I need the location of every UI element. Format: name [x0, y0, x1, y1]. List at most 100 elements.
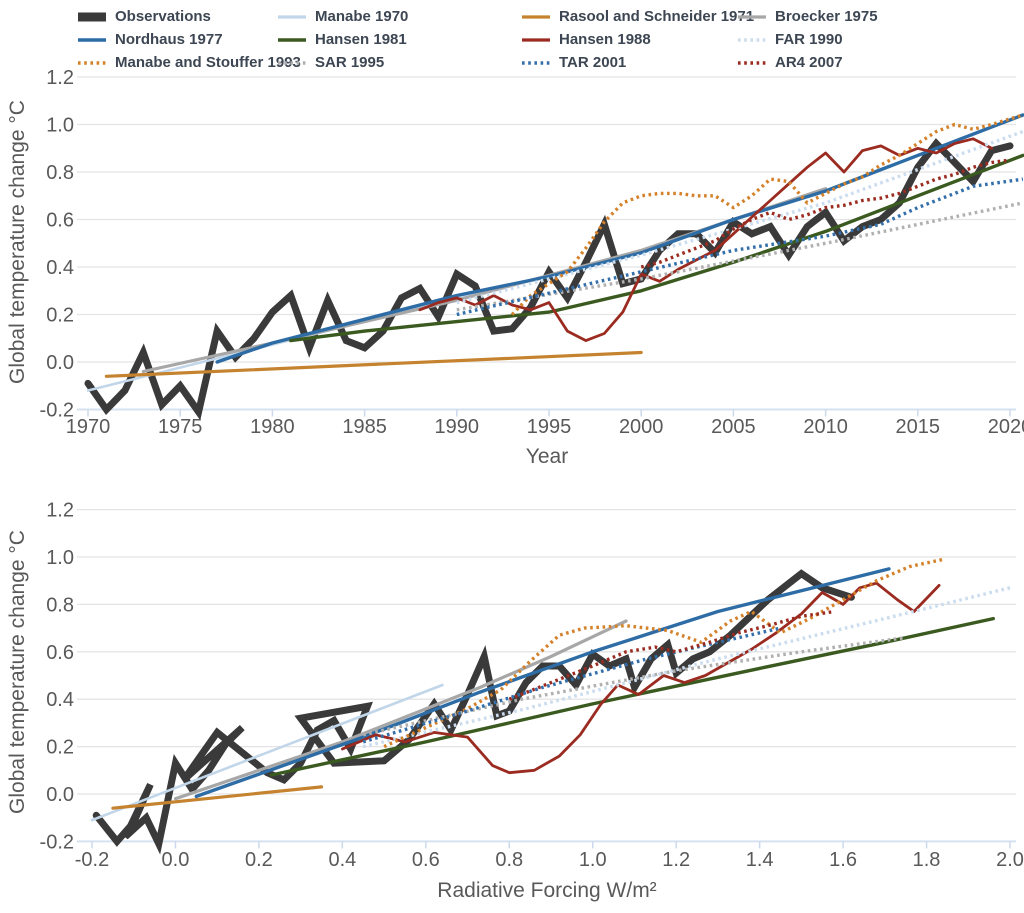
legend-item-nordhaus_1977: Nordhaus 1977: [77, 28, 301, 51]
legend-swatch-tar_2001: [522, 60, 550, 65]
legend-swatch-broecker_1975: [738, 14, 766, 19]
x-tick-label: 2010: [803, 416, 848, 438]
x-tick-label: 2020: [988, 416, 1024, 438]
x-tick-label: 1995: [527, 416, 572, 438]
legend-label: AR4 2007: [775, 54, 843, 71]
x-tick-label: 2000: [619, 416, 664, 438]
legend-item-broecker_1975: Broecker 1975: [737, 5, 878, 28]
legend-label: SAR 1995: [315, 54, 385, 71]
y-tick-label: 0.0: [46, 784, 74, 806]
y-tick-label: 0.8: [46, 162, 74, 184]
legend-swatch-manabe_stouffer_1993: [78, 60, 106, 65]
series-nordhaus_1977: [194, 567, 891, 799]
legend-item-sar_1995: SAR 1995: [277, 51, 408, 74]
legend-swatch-ar4_2007: [738, 60, 766, 65]
legend-item-rasool_schneider_1971: Rasool and Schneider 1971: [521, 5, 754, 28]
y-tick-label: 0.2: [46, 305, 74, 327]
bottom-chart-y-axis-title: Global temperature change °C: [6, 530, 29, 814]
y-tick-label: 1.2: [46, 500, 74, 522]
legend-item-manabe_1970: Manabe 1970: [277, 5, 408, 28]
series-manabe_stouffer_1993: [383, 557, 944, 749]
series-tar_2001: [456, 177, 1024, 317]
legend-label: Manabe 1970: [315, 8, 409, 25]
y-tick-label: 0.8: [46, 594, 74, 616]
x-tick-label: 1.6: [829, 849, 857, 871]
y-tick-label: 1.2: [46, 67, 74, 89]
legend-swatch-sar_1995: [278, 60, 306, 65]
legend-label: Rasool and Schneider 1971: [559, 8, 755, 25]
x-tick-label: 0.2: [245, 849, 273, 871]
y-tick-label: 0.2: [46, 737, 74, 759]
legend-label: FAR 1990: [775, 31, 843, 48]
legend-swatch-hansen_1988: [522, 37, 550, 42]
series-ar4_2007: [508, 609, 835, 701]
legend-item-hansen_1988: Hansen 1988: [521, 28, 754, 51]
x-tick-label: 1.4: [746, 849, 774, 871]
y-tick-label: 0.0: [46, 352, 74, 374]
x-tick-label: 1.8: [913, 849, 941, 871]
legend-label: Observations: [115, 8, 211, 25]
series-ar4_2007: [640, 158, 1011, 269]
legend-label: Broecker 1975: [775, 8, 878, 25]
top-chart-y-axis-title: Global temperature change °C: [6, 100, 29, 384]
x-tick-label: 1.0: [579, 849, 607, 871]
legend-swatch-hansen_1981: [278, 37, 306, 42]
legend-item-hansen_1981: Hansen 1981: [277, 28, 408, 51]
legend-item-tar_2001: TAR 2001: [521, 51, 754, 74]
legend-item-far_1990: FAR 1990: [737, 28, 878, 51]
x-tick-label: 0.0: [162, 849, 190, 871]
x-tick-label: -0.2: [75, 849, 109, 871]
x-tick-label: 1975: [158, 416, 203, 438]
bottom-chart-x-axis-title: Radiative Forcing W/m²: [437, 879, 656, 902]
y-tick-label: 0.4: [46, 257, 74, 279]
legend-swatch-far_1990: [738, 37, 766, 42]
legend-label: Nordhaus 1977: [115, 31, 223, 48]
legend-column: Broecker 1975 FAR 1990 AR4 2007: [737, 5, 878, 74]
series-hansen_1981: [269, 616, 995, 777]
top-chart-x-axis-title: Year: [526, 445, 568, 468]
legend-label: TAR 2001: [559, 54, 627, 71]
x-tick-label: 1.2: [662, 849, 690, 871]
x-tick-label: 1970: [66, 416, 111, 438]
y-tick-label: -0.2: [40, 400, 74, 422]
y-tick-label: 0.6: [46, 642, 74, 664]
series-rasool_schneider_1971: [111, 785, 324, 810]
y-tick-label: 1.0: [46, 547, 74, 569]
x-tick-label: 0.8: [495, 849, 523, 871]
series-broecker_1975: [173, 619, 628, 801]
legend-column: Rasool and Schneider 1971 Hansen 1988 TAR …: [521, 5, 754, 74]
y-tick-label: 0.4: [46, 689, 74, 711]
legend-item-ar4_2007: AR4 2007: [737, 51, 878, 74]
legend-swatch-rasool_schneider_1971: [522, 14, 550, 19]
x-tick-label: 2.0: [996, 849, 1024, 871]
legend-label: Hansen 1981: [315, 31, 407, 48]
y-tick-label: -0.2: [40, 831, 74, 853]
legend-item-observations: Observations: [77, 5, 301, 28]
x-tick-label: 2005: [711, 416, 756, 438]
y-tick-label: 0.6: [46, 210, 74, 232]
series-manabe_1970: [90, 683, 444, 822]
legend-item-manabe_stouffer_1993: Manabe and Stouffer 1993: [77, 51, 301, 74]
top-chart: -0.2 0.0 0.2 0.4 0.6 0.8 1.0 1.2 1970 1975 1980 198…: [40, 67, 1024, 438]
series-rasool_schneider_1971: [104, 350, 643, 378]
legend-column: Manabe 1970 Hansen 1981 SAR 1995: [277, 5, 408, 74]
legend-swatch-nordhaus_1977: [78, 37, 106, 42]
x-tick-label: 1990: [435, 416, 480, 438]
legend-swatch-manabe_1970: [278, 14, 306, 19]
legend-swatch-observations: [78, 12, 106, 21]
x-tick-label: 2015: [896, 416, 941, 438]
bottom-chart: -0.2 0.0 0.2 0.4 0.6 0.8 1.0 1.2 -0.2 0.0 0.2 0.4 0.…: [40, 500, 1024, 871]
x-tick-label: 0.6: [412, 849, 440, 871]
legend-column: Observations Nordhaus 1977 Manabe and Stou…: [77, 5, 301, 74]
series-hansen_1981: [289, 153, 1024, 343]
x-tick-label: 0.4: [328, 849, 356, 871]
x-tick-label: 1985: [342, 416, 387, 438]
series-nordhaus_1977: [215, 113, 1024, 364]
y-tick-label: 1.0: [46, 115, 74, 137]
x-tick-label: 1980: [250, 416, 295, 438]
legend: Observations Nordhaus 1977 Manabe and Stou…: [0, 5, 1024, 71]
legend-label: Manabe and Stouffer 1993: [115, 54, 301, 71]
legend-label: Hansen 1988: [559, 31, 651, 48]
